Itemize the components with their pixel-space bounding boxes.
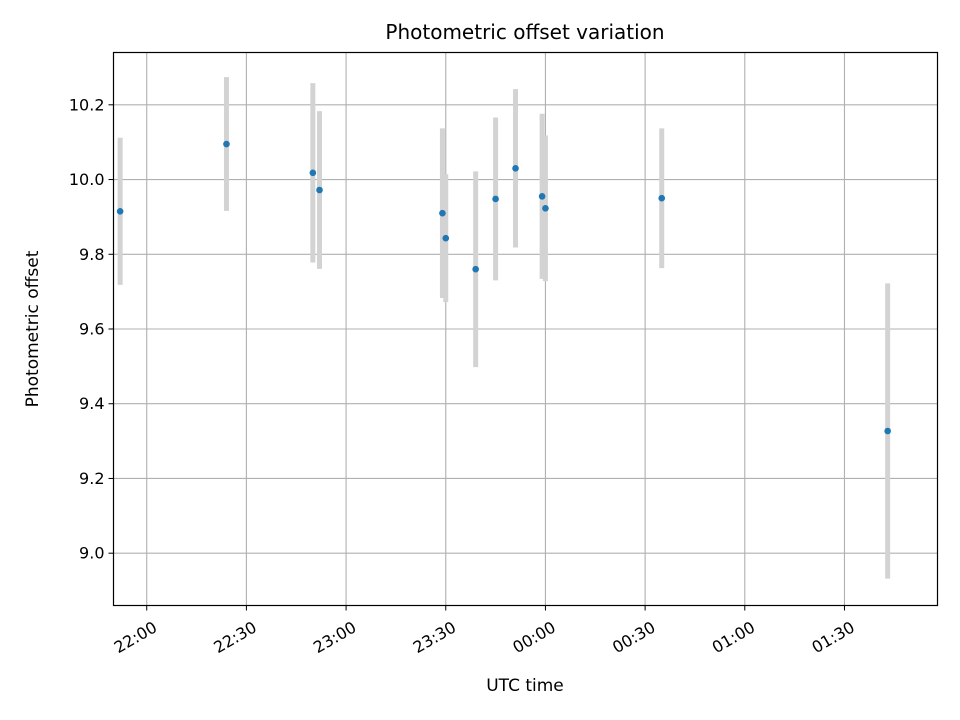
x-axis-label: UTC time [486, 676, 564, 696]
y-tick-label: 9.4 [79, 394, 104, 413]
data-point [492, 195, 499, 203]
data-point [538, 193, 546, 200]
grid-lines [113, 52, 938, 606]
y-axis-label: Photometric offset [23, 250, 43, 407]
y-axis-ticks: 9.0 9.2 9.4 9.6 9.8 10.0 10.2 [69, 95, 114, 563]
data-point [884, 427, 891, 435]
y-tick-label: 9.0 [79, 544, 104, 563]
data-point [542, 205, 549, 212]
y-tick-label: 9.6 [79, 320, 104, 339]
y-tick-label: 10.0 [69, 170, 105, 189]
y-tick-label: 9.8 [79, 245, 104, 264]
data-point [223, 140, 230, 148]
data-point [512, 165, 519, 172]
chart-title: Photometric offset variation [385, 20, 664, 44]
data-point [472, 265, 479, 273]
data-point [658, 194, 666, 202]
data-point [442, 234, 450, 242]
y-tick-label: 10.2 [69, 95, 105, 114]
data-point [439, 209, 446, 217]
data-point [316, 186, 323, 194]
data-point [116, 208, 124, 215]
data-points [116, 140, 891, 435]
data-point [309, 169, 317, 177]
y-tick-label: 9.2 [79, 469, 104, 488]
